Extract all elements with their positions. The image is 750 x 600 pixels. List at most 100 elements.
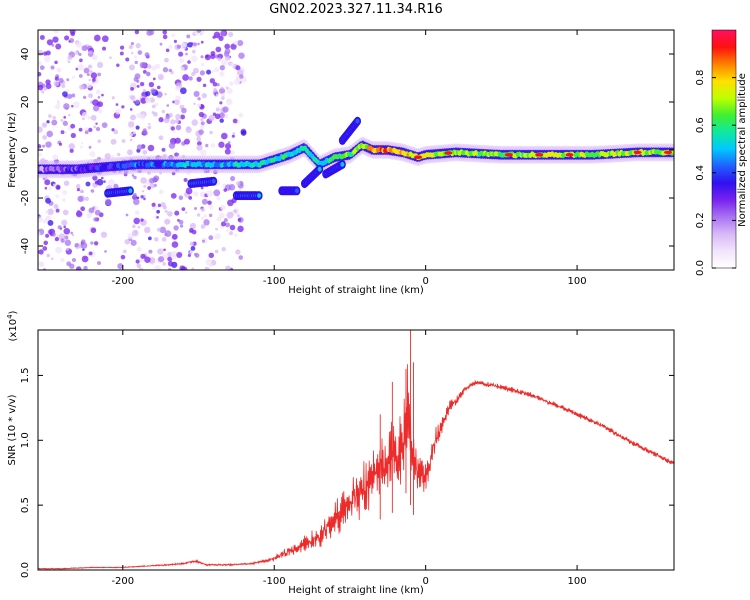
noise-speckle	[50, 65, 55, 70]
noise-speckle	[164, 232, 168, 236]
snr-frame	[37, 329, 675, 571]
noise-speckle	[83, 67, 90, 74]
noise-speckle	[66, 261, 72, 267]
noise-speckle	[151, 202, 156, 207]
noise-speckle	[88, 145, 92, 149]
noise-speckle	[174, 137, 181, 144]
noise-speckle	[84, 196, 89, 201]
noise-speckle	[205, 258, 213, 266]
noise-speckle	[38, 61, 42, 66]
noise-speckle	[217, 57, 222, 61]
noise-speckle	[56, 185, 61, 190]
noise-speckle	[75, 183, 81, 189]
noise-speckle	[198, 129, 204, 135]
noise-speckle	[181, 107, 187, 114]
noise-speckle	[52, 115, 56, 120]
noise-speckle	[80, 206, 86, 212]
noise-speckle	[220, 204, 226, 211]
noise-speckle	[213, 67, 220, 73]
noise-speckle	[208, 252, 215, 259]
noise-speckle	[175, 113, 181, 120]
noise-speckle	[189, 241, 194, 246]
y-tick-label: 0.0	[20, 562, 31, 578]
noise-speckle	[157, 73, 164, 81]
noise-speckle	[164, 218, 171, 225]
noise-speckle	[189, 222, 197, 230]
noise-speckle	[157, 203, 162, 208]
noise-speckle	[210, 143, 216, 148]
noise-speckle	[148, 81, 155, 88]
noise-speckle	[234, 233, 238, 237]
noise-speckle	[95, 89, 101, 95]
noise-speckle	[104, 153, 111, 160]
noise-speckle	[158, 189, 164, 195]
noise-speckle	[115, 108, 122, 115]
noise-speckle	[54, 236, 60, 242]
noise-speckle	[56, 67, 62, 73]
noise-speckle	[215, 93, 219, 97]
noise-speckle	[224, 148, 231, 155]
noise-speckle	[97, 61, 104, 68]
noise-speckle	[167, 211, 173, 217]
noise-speckle	[238, 52, 245, 59]
noise-speckle	[135, 125, 140, 130]
noise-speckle	[232, 118, 238, 124]
noise-speckle	[127, 121, 135, 128]
noise-speckle	[135, 43, 141, 49]
noise-speckle	[51, 232, 56, 237]
noise-speckle	[91, 81, 95, 84]
noise-speckle	[108, 179, 115, 186]
noise-speckle	[201, 93, 207, 99]
noise-speckle	[193, 252, 197, 256]
noise-speckle	[221, 59, 228, 66]
noise-speckle	[180, 66, 185, 71]
noise-speckle	[38, 249, 44, 255]
noise-speckle	[152, 111, 158, 117]
noise-speckle	[45, 83, 52, 90]
noise-speckle	[64, 235, 69, 240]
noise-speckle	[206, 69, 212, 75]
noise-speckle	[182, 74, 189, 81]
noise-speckle	[127, 149, 133, 156]
noise-speckle	[121, 105, 125, 109]
noise-speckle	[215, 107, 220, 112]
noise-speckle	[238, 112, 244, 118]
noise-speckle	[218, 35, 224, 41]
ridge-hotspot	[663, 150, 672, 155]
noise-speckle	[160, 202, 166, 208]
noise-speckle	[200, 124, 205, 130]
noise-speckle	[81, 255, 89, 263]
noise-speckle	[41, 122, 48, 128]
noise-speckle	[235, 249, 241, 255]
noise-speckle	[167, 256, 173, 262]
noise-speckle	[69, 30, 76, 35]
noise-speckle	[38, 71, 42, 77]
branch-core	[340, 162, 345, 167]
noise-speckle	[125, 213, 129, 217]
noise-speckle	[46, 39, 54, 46]
noise-speckle	[226, 211, 234, 219]
noise-speckle	[159, 226, 167, 234]
noise-speckle	[60, 130, 65, 135]
ridge-hotspot	[444, 151, 453, 155]
snr-x-axis-label: Height of straight line (km)	[288, 585, 424, 596]
branch-core	[294, 188, 299, 194]
noise-speckle	[156, 209, 160, 214]
noise-speckle	[178, 219, 184, 225]
x-tick-label: -200	[111, 576, 134, 587]
noise-speckle	[78, 52, 82, 57]
noise-speckle	[77, 195, 84, 202]
noise-speckle	[58, 142, 63, 146]
noise-speckle	[224, 143, 232, 150]
noise-speckle	[102, 46, 107, 51]
noise-speckle	[82, 248, 85, 251]
noise-speckle	[116, 63, 120, 68]
noise-speckle	[62, 120, 68, 126]
noise-speckle	[71, 104, 74, 108]
noise-speckle	[143, 184, 147, 188]
noise-speckle	[159, 42, 163, 46]
x-tick-label: -100	[263, 276, 286, 287]
noise-speckle	[142, 69, 147, 74]
noise-speckle	[176, 44, 181, 49]
